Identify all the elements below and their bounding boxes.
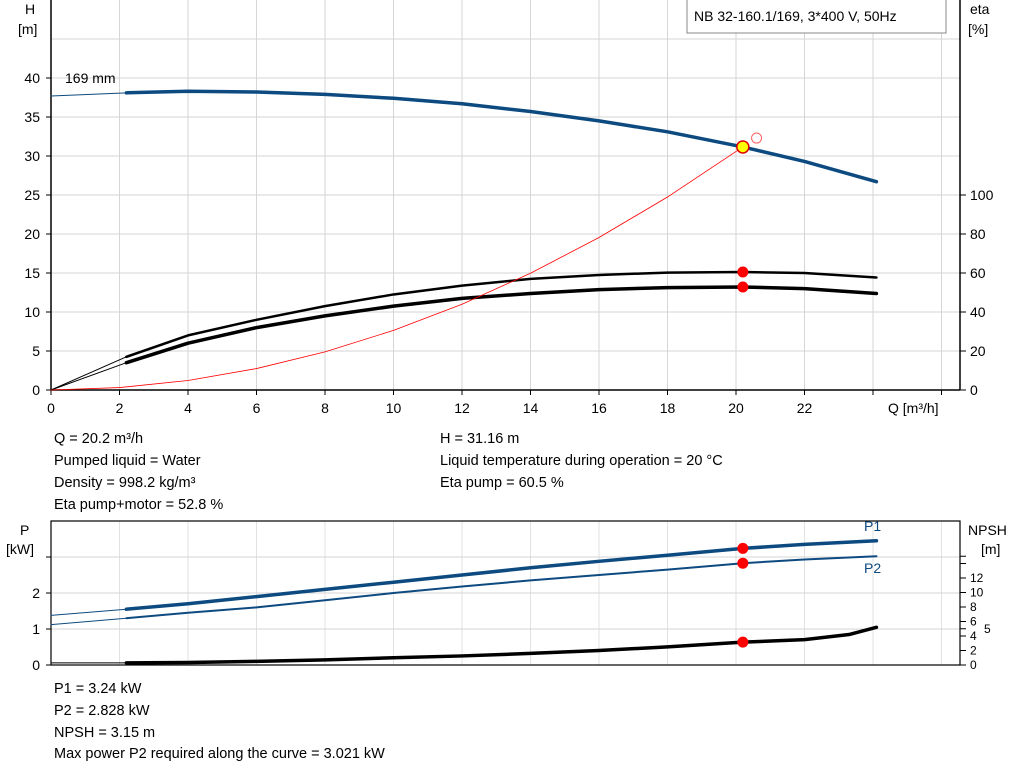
head-curve [124,89,879,184]
info-eta-pump: Eta pump = 60.5 % [440,475,564,491]
q-axis-label: Q [m³/h] [888,400,939,416]
p-tick-label: 2 [32,585,40,601]
x-tick-label: 14 [523,400,539,416]
info-h: H = 31.16 m [440,431,520,447]
info-max-power: Max power P2 required along the curve = … [54,746,385,762]
p2-curve [125,555,878,620]
h-axis-unit: [m] [18,21,37,37]
eta-pump-motor-point [737,281,749,293]
npsh-tick-label: 10 [970,586,984,600]
npsh-tick-label: 5 [984,622,991,636]
eta-tick-label: 100 [970,187,994,203]
x-tick-label: 2 [116,400,124,416]
title-box [686,0,947,34]
eta-pump-curve-extension [50,356,127,391]
info-density: Density = 998.2 kg/m³ [54,475,196,491]
x-tick-label: 18 [660,400,676,416]
npsh-tick-label: 2 [970,644,977,658]
p-tick-label: 0 [32,657,40,673]
info-eta-pump-motor: Eta pump+motor = 52.8 % [54,497,224,513]
info-npsh: NPSH = 3.15 m [54,725,156,741]
eta-tick-label: 80 [970,226,986,242]
x-tick-label: 16 [591,400,607,416]
npsh-axis-label: NPSH [968,522,1007,538]
p-axis-label: P [20,522,29,538]
eta-pump-curve [125,270,878,359]
p1-series-label: P1 [864,518,881,534]
chart-title: NB 32-160.1/169, 3*400 V, 50Hz [694,8,897,24]
eta-pump-motor-curve-extension [50,362,127,391]
h-tick-label: 0 [32,382,40,398]
head-curve-extension [50,92,127,97]
info-temperature: Liquid temperature during operation = 20… [440,453,723,469]
x-tick-label: 12 [454,400,470,416]
h-axis-label: H [25,1,35,17]
npsh-tick-label: 0 [970,658,977,672]
system-curve [50,146,744,391]
info-q: Q = 20.2 m³/h [54,431,144,447]
p-axis-unit: [kW] [6,541,34,557]
info-liquid: Pumped liquid = Water [54,453,201,469]
x-tick-label: 0 [47,400,55,416]
x-tick-label: 4 [184,400,192,416]
h-tick-label: 5 [32,343,40,359]
eta-tick-label: 40 [970,304,986,320]
npsh-tick-label: 8 [970,600,977,614]
x-tick-label: 20 [728,400,744,416]
h-tick-label: 10 [24,304,40,320]
x-tick-label: 10 [386,400,402,416]
eta-pump-point [737,266,749,278]
npsh-point [737,636,749,648]
x-tick-label: 8 [321,400,329,416]
x-tick-label: 22 [797,400,813,416]
p1-point [737,542,749,554]
x-tick-label: 6 [253,400,261,416]
h-tick-label: 35 [24,109,40,125]
h-tick-label: 20 [24,226,40,242]
eta-axis-label: eta [970,1,990,17]
eta-tick-label: 60 [970,265,986,281]
npsh-axis-unit: [m] [981,541,1000,557]
requested-point-marker [751,132,763,144]
h-tick-label: 40 [24,70,40,86]
p1-curve [124,539,879,611]
eta-tick-label: 20 [970,343,986,359]
p2-point [737,557,749,569]
p1-curve-extension [50,608,127,616]
h-tick-label: 25 [24,187,40,203]
h-tick-label: 30 [24,148,40,164]
curve-label: 169 mm [65,70,116,86]
p-tick-label: 1 [32,621,40,637]
eta-pump-motor-curve [124,285,879,365]
npsh-tick-label: 6 [970,615,977,629]
p2-curve-extension [50,617,127,626]
npsh-tick-label: 4 [970,629,977,643]
p2-series-label: P2 [864,560,881,576]
eta-axis-unit: [%] [968,21,988,37]
npsh-tick-label: 12 [970,571,984,585]
duty-point-marker [736,140,750,154]
eta-tick-label: 0 [970,382,978,398]
info-p2: P2 = 2.828 kW [54,703,150,719]
info-p1: P1 = 3.24 kW [54,681,142,697]
h-tick-label: 15 [24,265,40,281]
npsh-curve [124,625,879,665]
